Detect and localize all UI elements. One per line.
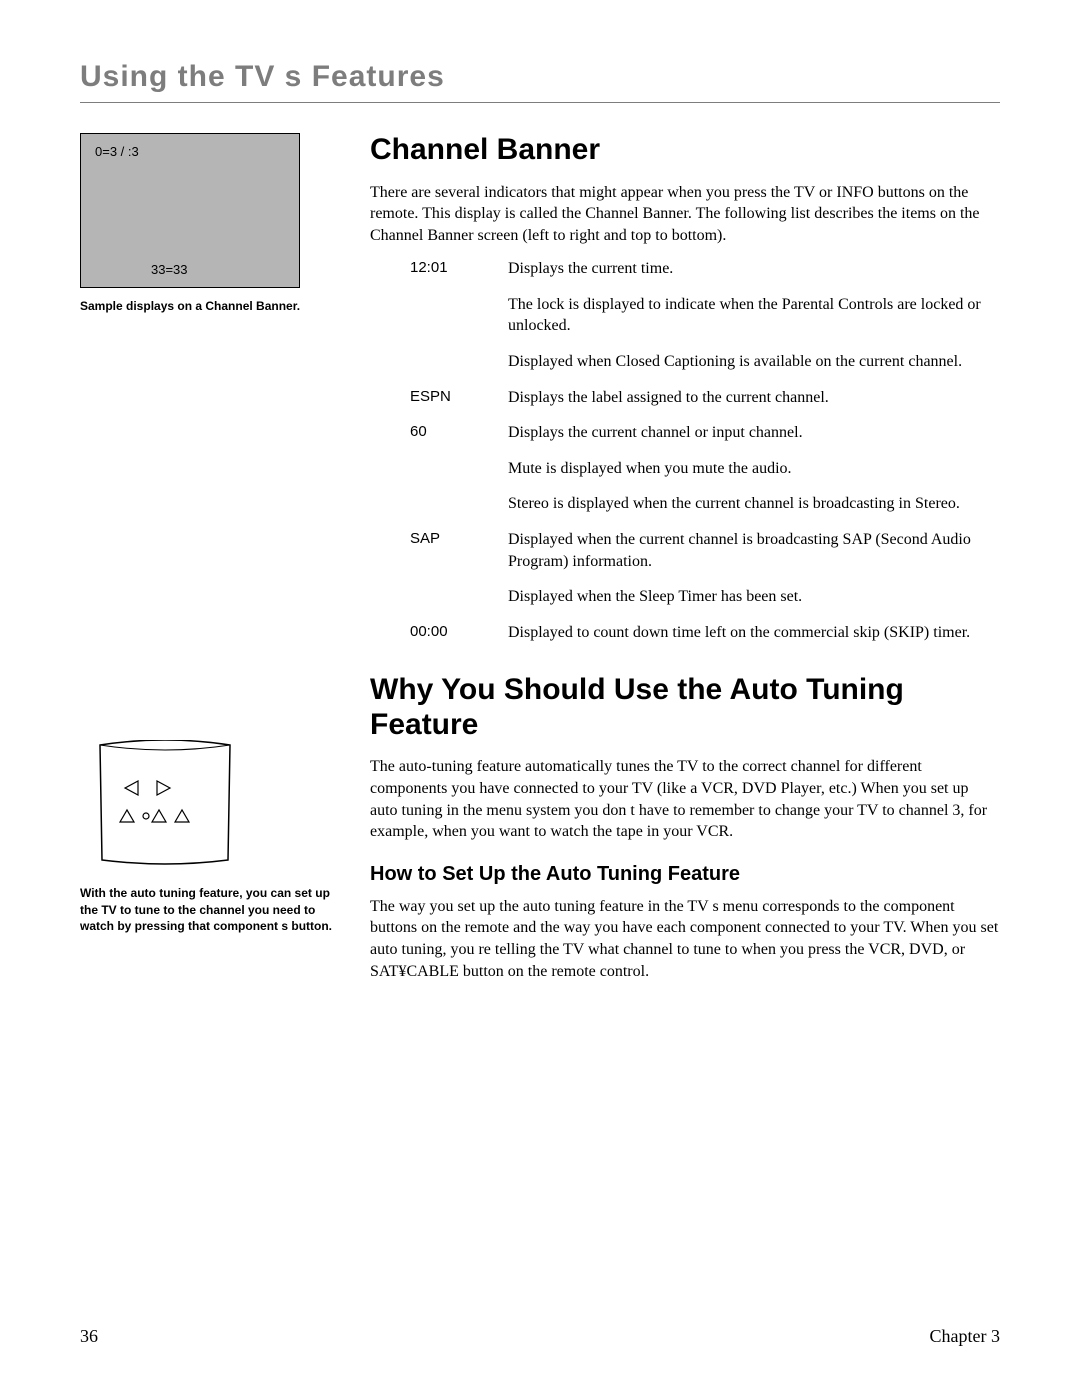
definition-desc: Displays the current channel or input ch… — [508, 422, 1000, 444]
definition-row: The lock is displayed to indicate when t… — [410, 294, 1000, 337]
definition-row: SAP Displayed when the current channel is… — [410, 529, 1000, 572]
definition-desc: Stereo is displayed when the current cha… — [508, 493, 1000, 515]
section2-body2: The way you set up the auto tuning featu… — [370, 896, 1000, 982]
section2-subtitle: How to Set Up the Auto Tuning Feature — [370, 863, 1000, 886]
definition-row: Displayed when the Sleep Timer has been … — [410, 586, 1000, 608]
definition-row: 00:00 Displayed to count down time left o… — [410, 622, 1000, 644]
definition-desc: Displayed to count down time left on the… — [508, 622, 1000, 644]
section1-title: Channel Banner — [370, 133, 1000, 168]
definition-term — [410, 458, 490, 480]
definition-term — [410, 294, 490, 337]
definition-desc: Displayed when Closed Captioning is avai… — [508, 351, 1000, 373]
definition-row: ESPN Displays the label assigned to the c… — [410, 387, 1000, 409]
definition-desc: Displayed when the current channel is br… — [508, 529, 1000, 572]
definition-row: Mute is displayed when you mute the audi… — [410, 458, 1000, 480]
definition-term — [410, 493, 490, 515]
definition-row: 60 Displays the current channel or input … — [410, 422, 1000, 444]
chapter-label: Chapter 3 — [930, 1326, 1000, 1347]
channel-banner-sample: 0=3 / :3 33=33 — [80, 133, 300, 288]
page-footer: 36 Chapter 3 — [80, 1326, 1000, 1347]
section1-intro: There are several indicators that might … — [370, 182, 1000, 247]
definition-desc: Displayed when the Sleep Timer has been … — [508, 586, 1000, 608]
main-column: Channel Banner There are several indicat… — [370, 133, 1000, 994]
definition-row: 12:01 Displays the current time. — [410, 258, 1000, 280]
definition-desc: Displays the label assigned to the curre… — [508, 387, 1000, 409]
definition-desc: Mute is displayed when you mute the audi… — [508, 458, 1000, 480]
banner-caption: Sample displays on a Channel Banner. — [80, 298, 340, 315]
banner-top-text: 0=3 / :3 — [95, 144, 139, 159]
content-grid: 0=3 / :3 33=33 Sample displays on a Chan… — [80, 133, 1000, 994]
definition-term: 60 — [410, 422, 490, 444]
definition-row: Stereo is displayed when the current cha… — [410, 493, 1000, 515]
definitions-table: 12:01 Displays the current time. The lock … — [410, 258, 1000, 643]
definition-term: ESPN — [410, 387, 490, 409]
definition-term: SAP — [410, 529, 490, 572]
remote-caption: With the auto tuning feature, you can se… — [80, 885, 340, 935]
section2-title: Why You Should Use the Auto Tuning Featu… — [370, 673, 1000, 742]
definition-desc: Displays the current time. — [508, 258, 1000, 280]
section2-intro: The auto-tuning feature automatically tu… — [370, 756, 1000, 842]
banner-bottom-text: 33=33 — [151, 262, 188, 277]
definition-term — [410, 586, 490, 608]
definition-row: Displayed when Closed Captioning is avai… — [410, 351, 1000, 373]
page-number: 36 — [80, 1326, 98, 1347]
definition-term: 12:01 — [410, 258, 490, 280]
definition-term: 00:00 — [410, 622, 490, 644]
page-header: Using the TV s Features — [80, 60, 1000, 103]
sidebar: 0=3 / :3 33=33 Sample displays on a Chan… — [80, 133, 340, 994]
definition-desc: The lock is displayed to indicate when t… — [508, 294, 1000, 337]
remote-illustration — [80, 740, 250, 870]
definition-term — [410, 351, 490, 373]
